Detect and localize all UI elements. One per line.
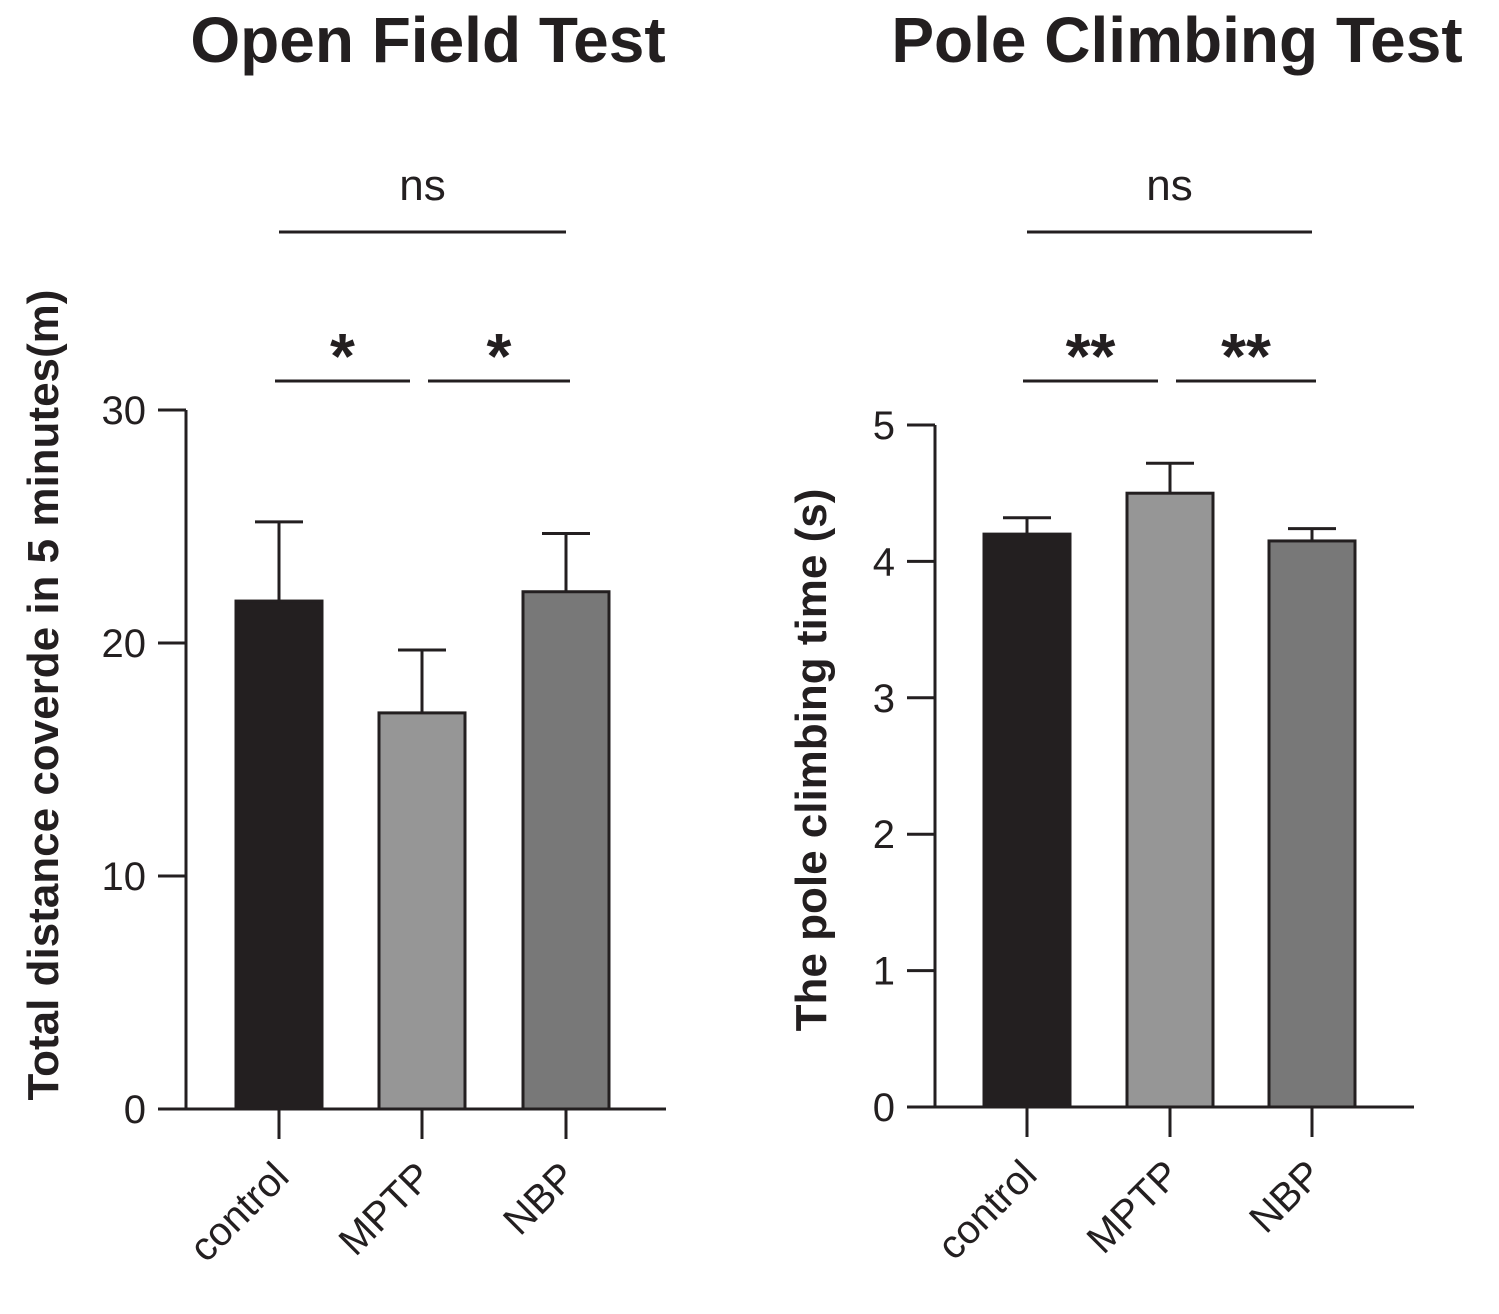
significance-label: *	[487, 320, 512, 392]
y-tick-label: 4	[873, 540, 895, 584]
bar-control	[234, 599, 324, 1111]
y-tick-label: 1	[873, 950, 895, 994]
pole-climbing-chart: Pole Climbing Test The pole climbing tim…	[787, 4, 1463, 1268]
y-tick-label: 5	[873, 404, 895, 448]
chart-title: Pole Climbing Test	[891, 4, 1462, 76]
y-tick-label: 3	[873, 677, 895, 721]
chart-title: Open Field Test	[190, 4, 665, 76]
bar-control	[982, 532, 1072, 1109]
x-tick-label: MPTP	[331, 1154, 441, 1264]
bar-nbp	[521, 590, 611, 1111]
x-tick-label: control	[929, 1152, 1045, 1268]
x-tick-label: NBP	[1241, 1152, 1330, 1241]
bar-mptp	[1125, 491, 1215, 1109]
bar-mptp	[377, 711, 467, 1111]
y-tick-label: 30	[102, 389, 147, 433]
significance-label: ns	[1146, 161, 1192, 210]
x-tick-label: control	[181, 1154, 297, 1270]
significance-label: **	[1221, 320, 1271, 392]
significance-label: **	[1066, 320, 1116, 392]
y-tick-label: 2	[873, 813, 895, 857]
y-axis-label: The pole climbing time (s)	[787, 489, 836, 1032]
x-tick-label: NBP	[495, 1154, 584, 1243]
significance-label: *	[330, 320, 355, 392]
open-field-chart: Open Field Test Total distance coverde i…	[19, 4, 666, 1270]
x-tick-label: MPTP	[1079, 1152, 1189, 1262]
y-tick-label: 10	[102, 855, 147, 899]
y-tick-label: 0	[124, 1088, 146, 1132]
significance-label: ns	[399, 161, 445, 210]
y-axis-label: Total distance coverde in 5 minutes(m)	[19, 290, 68, 1101]
bar-nbp	[1267, 539, 1357, 1109]
y-tick-label: 0	[873, 1086, 895, 1130]
y-tick-label: 20	[102, 622, 147, 666]
